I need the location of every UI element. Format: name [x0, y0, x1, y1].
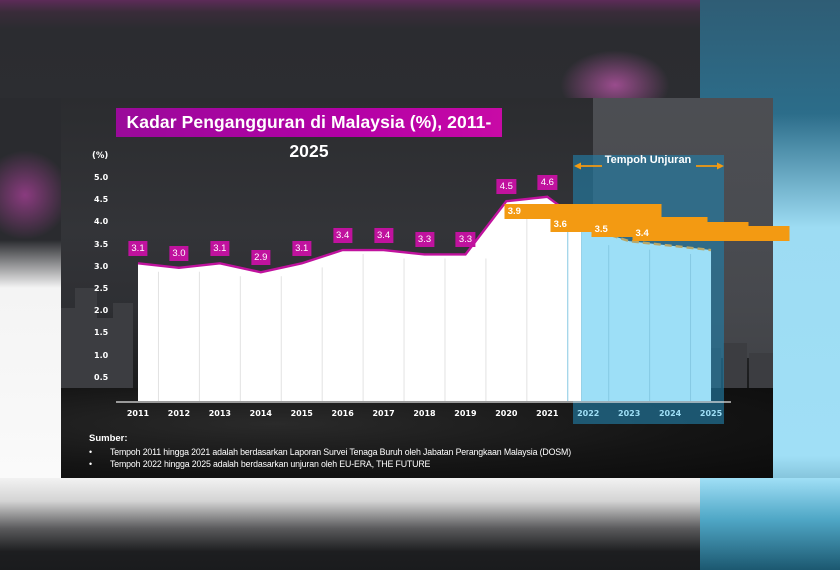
actual-value-label: 3.3 — [414, 232, 435, 248]
x-tick-label: 2018 — [413, 409, 436, 418]
x-tick-label: 2016 — [331, 409, 354, 418]
projection-period-label: Tempoh Unjuran — [604, 154, 692, 166]
x-tick-label: 2022 — [577, 409, 600, 418]
x-tick-label: 2012 — [167, 409, 191, 418]
y-tick-label: 0.5 — [94, 372, 109, 382]
source-item-text: Tempoh 2011 hingga 2021 adalah berdasark… — [110, 447, 571, 457]
actual-value-label: 3.1 — [210, 241, 230, 257]
bullet-icon: • — [89, 447, 92, 457]
x-tick-label: 2025 — [699, 409, 723, 418]
actual-value-label: 3.1 — [128, 241, 148, 257]
x-tick-label: 2020 — [495, 409, 518, 418]
y-tick-label: 1.0 — [94, 350, 109, 360]
actual-value-label: 3.0 — [169, 245, 189, 261]
background-white-left — [0, 240, 61, 480]
x-tick-label: 2013 — [208, 409, 231, 418]
background-teal-bottom — [700, 478, 840, 570]
x-tick-label: 2021 — [536, 409, 559, 418]
x-tick-label: 2024 — [658, 409, 682, 418]
x-tick-label: 2014 — [249, 409, 272, 418]
actual-value-label: 2.9 — [251, 250, 271, 266]
chart-title: Kadar Pengangguran di Malaysia (%), 2011… — [116, 108, 502, 161]
source-item: • Tempoh 2011 hingga 2021 adalah berdasa… — [89, 446, 571, 458]
y-tick-label: 5.0 — [94, 173, 109, 182]
source-item: • Tempoh 2022 hingga 2025 adalah berdasa… — [89, 458, 571, 470]
y-axis-unit-label: (%) — [92, 151, 109, 161]
actual-value-label: 3.1 — [292, 241, 312, 257]
y-tick-label: 2.0 — [94, 306, 109, 316]
y-tick-label: 1.5 — [94, 328, 109, 338]
actual-value-label: 3.3 — [455, 232, 476, 248]
actual-value-label: 3.4 — [373, 228, 394, 244]
source-notes: Sumber: • Tempoh 2011 hingga 2021 adalah… — [89, 433, 571, 470]
source-heading: Sumber: — [89, 433, 128, 444]
source-item-text: Tempoh 2022 hingga 2025 adalah berdasark… — [110, 459, 431, 469]
y-tick-label: 4.0 — [94, 217, 109, 227]
actual-value-label: 3.4 — [333, 228, 353, 244]
x-tick-label: 2015 — [290, 409, 313, 418]
projection-period-arrow — [574, 162, 724, 170]
x-tick-label: 2023 — [618, 409, 641, 418]
background-glow-left — [0, 150, 70, 240]
actual-value-label: 4.5 — [496, 179, 516, 195]
x-tick-label: 2019 — [454, 409, 477, 418]
y-tick-label: 2.5 — [94, 284, 109, 293]
projection-value-label: 3.4 — [632, 226, 790, 242]
projection-value-label: 3.9 — [504, 203, 662, 219]
y-tick-label: 4.5 — [94, 195, 109, 205]
actual-value-label: 4.6 — [537, 174, 557, 190]
x-tick-label: 2011 — [126, 409, 150, 418]
bullet-icon: • — [89, 459, 92, 469]
x-tick-label: 2017 — [372, 409, 395, 418]
y-tick-label: 3.5 — [94, 239, 109, 249]
y-tick-label: 3.0 — [94, 261, 109, 271]
